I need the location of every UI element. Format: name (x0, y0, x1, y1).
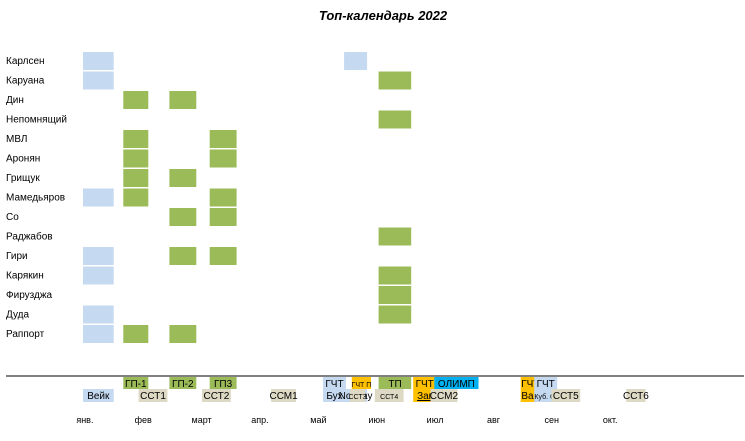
series-сст1 (138, 389, 168, 402)
month-label-7: июл (427, 415, 444, 425)
month-label-10: окт. (603, 415, 618, 425)
bar-gp2-со (169, 208, 197, 226)
bar-gp2-грищук (169, 169, 197, 187)
bar-tp-каруана (378, 71, 412, 90)
month-label-8: авг (487, 415, 501, 425)
series-label-сст2: ССТ2 (204, 391, 230, 402)
player-name-мвл: МВЛ (6, 134, 27, 145)
bar-gp2-раппорт (169, 325, 197, 343)
event-tp (378, 377, 412, 389)
month-label-3: март (192, 415, 212, 425)
event-label-olymp: ОЛИМП (438, 379, 475, 390)
event-label-gct_kub: ГЧТ (537, 379, 555, 390)
bar-gp1-грищук (123, 169, 149, 187)
event-label-gct_zag: ГЧТ (416, 379, 434, 390)
event-sublabel-gct_var: Вар (521, 391, 539, 402)
series-сст5 (551, 389, 581, 402)
series-label-ссм1: ССМ1 (269, 391, 298, 402)
bar-gp1-дин (123, 91, 149, 109)
event-gp2 (169, 377, 197, 389)
bar-gp3-гири (209, 247, 237, 265)
bar-gp1-раппорт (123, 325, 149, 343)
bar-wijk-каруана (83, 71, 114, 90)
event-olymp (434, 377, 479, 389)
chart-title: Топ-календарь 2022 (319, 8, 448, 23)
player-name-раджабов: Раджабов (6, 231, 53, 243)
event-gp1 (123, 377, 149, 389)
bar-tp-дуда (378, 305, 412, 324)
series-label-ссм2: ССМ2 (430, 391, 459, 402)
bar-gp1-мвл (123, 130, 149, 148)
event-sublabel-gct_kub: Куб. С. (534, 393, 557, 401)
bar-wijk-раппорт (83, 325, 114, 343)
month-label-9: сен (545, 415, 560, 425)
player-name-карлсен: Карлсен (6, 56, 45, 67)
player-name-карякин: Карякин (6, 271, 44, 282)
event-label-gct_buh: ГЧТ (325, 379, 343, 390)
bar-wijk-дуда (83, 305, 114, 324)
bar-tp-непомнящий (378, 110, 412, 129)
bar-wijk-гири (83, 247, 114, 265)
series-ссм2 (430, 389, 458, 402)
player-name-грищук: Грищук (6, 173, 40, 184)
event-label-wijk: Вейк (87, 391, 110, 402)
bar-gp2-гири (169, 247, 197, 265)
month-label-5: май (310, 415, 326, 425)
player-name-со: Со (6, 212, 19, 223)
series-label-сст6: ССТ6 (623, 391, 649, 402)
player-name-дин: Дин (6, 95, 24, 106)
series-label-сст4: ССТ4 (380, 394, 398, 401)
month-label-2: фев (135, 415, 152, 425)
event-label-gct_p: ГЧТ П (352, 382, 372, 389)
event-gct_buh (323, 377, 346, 402)
bar-wijk-карякин (83, 266, 114, 285)
event-wijk (83, 389, 114, 402)
event-gct_zag (413, 377, 437, 402)
event-sublabel-gct_buh: Бух (326, 391, 342, 402)
event-sublabel-gct_zag: Заг (417, 391, 433, 402)
series-сст4 (374, 389, 404, 402)
event-gct_p (351, 377, 371, 389)
event-label-gp1: ГП-1 (125, 379, 147, 390)
series-label-сст1: ССТ1 (140, 391, 166, 402)
player-name-фирузджа: Фирузджа (6, 290, 53, 301)
bar-tp-фирузджа (378, 286, 412, 304)
player-name-мамедьяров: Мамедьяров (6, 193, 65, 204)
player-name-гири: Гири (6, 251, 28, 262)
series-label-сст3: ССТ3 (348, 394, 366, 401)
series-ссм1 (271, 389, 297, 402)
player-name-раппорт: Раппорт (6, 329, 45, 340)
month-label-6: июн (368, 415, 385, 425)
series-сст6 (626, 389, 646, 402)
player-name-каруана: Каруана (6, 76, 45, 87)
player-name-аронян: Аронян (6, 154, 40, 165)
month-label-4: апр. (251, 415, 268, 425)
month-label-1: янв. (76, 415, 93, 425)
event-gp3 (209, 377, 237, 389)
event-label-gct_var: ГЧТ (521, 379, 539, 390)
bar-gp1-мамедьяров (123, 188, 149, 207)
series-сст2 (202, 389, 231, 402)
bar-wijk-мамедьяров (83, 188, 114, 207)
player-name-дуда: Дуда (6, 310, 29, 321)
bar-gp2-дин (169, 91, 197, 109)
series-label-сст5: ССТ5 (553, 391, 579, 402)
bar-gp3-мамедьяров (209, 188, 237, 207)
player-name-непомнящий: Непомнящий (6, 115, 67, 126)
event-label-gp2: ГП-2 (172, 379, 194, 390)
bar-gp3-со (209, 208, 237, 226)
series-сст3 (349, 389, 366, 402)
bar-gp1-аронян (123, 149, 149, 168)
event-label-tp: ТП (388, 379, 401, 390)
bar-tp-карякин (378, 266, 412, 285)
bar-gp3-мвл (209, 130, 237, 148)
bar-norway-карлсен (344, 52, 368, 70)
bar-wijk-карлсен (83, 52, 114, 70)
event-label-gp3: ГП3 (214, 379, 233, 390)
bar-gp3-аронян (209, 149, 237, 168)
bar-tp-раджабов (378, 227, 412, 246)
